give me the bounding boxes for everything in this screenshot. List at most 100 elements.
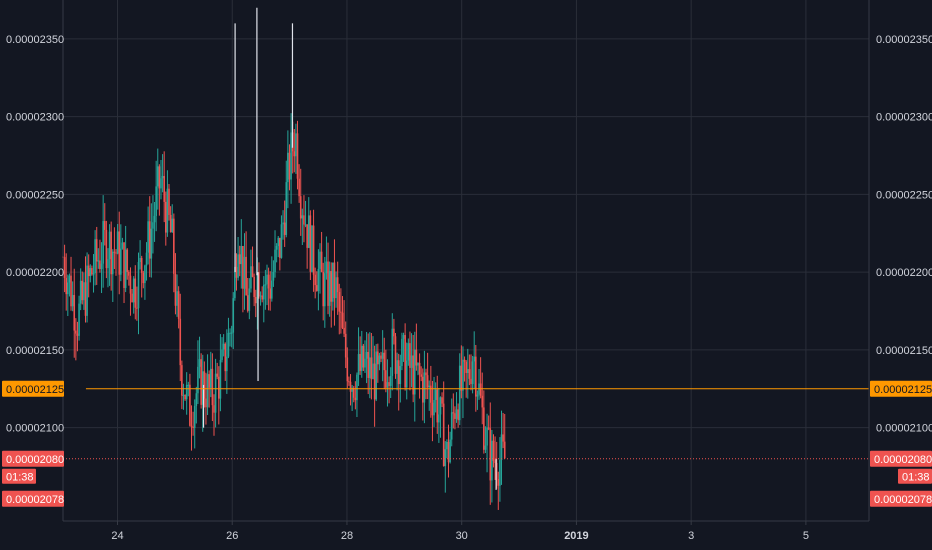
candle-body	[407, 343, 410, 361]
candle-body	[497, 478, 500, 486]
candle-body	[219, 359, 222, 399]
candle-body	[362, 345, 365, 368]
y-tick-label-left: 0.00002250	[6, 189, 64, 201]
right-price-axis[interactable]: 0.00002350 0.00002300 0.00002250 0.00002200…	[876, 34, 932, 435]
candle-body	[144, 265, 146, 284]
candle-body	[256, 272, 259, 304]
candle-body	[200, 359, 202, 405]
candle-body	[389, 375, 392, 386]
candle-body	[330, 271, 333, 302]
candle-body	[84, 282, 87, 316]
candle-body	[380, 355, 382, 359]
candle-body	[94, 239, 96, 274]
candle-body	[237, 254, 239, 278]
candle-body	[181, 365, 183, 396]
candle-body	[494, 461, 496, 463]
candle-body	[108, 231, 111, 260]
candle-body	[370, 357, 373, 380]
left-price-axis[interactable]: 0.00002350 0.00002300 0.00002250 0.00002200…	[6, 34, 64, 435]
candle-body	[340, 311, 342, 313]
candle-body	[470, 378, 472, 385]
candle-body	[409, 343, 411, 368]
candle-body	[288, 152, 291, 180]
candle-body	[483, 407, 485, 450]
low-price-badge-right: 0.00002078	[874, 494, 932, 506]
candle-body	[190, 425, 193, 427]
candle-body	[213, 405, 215, 413]
candle-body	[198, 359, 201, 367]
candle-body	[176, 291, 178, 306]
candle-body	[420, 374, 422, 377]
candle-body	[214, 373, 217, 413]
candle-body	[78, 303, 80, 336]
candle-body	[285, 182, 288, 235]
countdown-badge-right-bg	[898, 468, 932, 484]
y-tick-label-right: 0.00002100	[876, 423, 932, 435]
candle-body	[91, 268, 93, 275]
candle-body	[455, 409, 458, 419]
candle-body	[391, 328, 394, 376]
candle-body	[245, 256, 247, 296]
candle-body	[195, 393, 198, 406]
candle-body	[123, 242, 125, 288]
candle-body	[173, 218, 175, 274]
candle-body	[412, 355, 414, 395]
candle-body	[322, 271, 325, 307]
candle-body	[441, 397, 443, 404]
candle-body	[124, 249, 127, 288]
candle-body	[422, 376, 424, 403]
candle-body	[401, 338, 403, 367]
level-price-badge-right: 0.00002125	[874, 384, 932, 396]
candle-body	[304, 224, 307, 226]
candle-body	[63, 257, 66, 278]
candle-body	[185, 384, 188, 400]
candle-body	[174, 273, 177, 306]
candle-body	[163, 176, 165, 202]
candle-body	[354, 397, 357, 401]
candle-body	[423, 372, 426, 403]
candle-body	[131, 293, 133, 303]
y-tick-label-left: 0.00002350	[6, 34, 64, 46]
candle-body	[357, 354, 360, 375]
price-lines	[63, 388, 869, 460]
low-price-badge-left-bg	[2, 490, 64, 507]
candle-body	[479, 383, 482, 396]
candle-body	[430, 385, 432, 403]
candle-body	[184, 394, 186, 400]
candle-body	[224, 343, 227, 372]
candle-body	[487, 427, 490, 429]
candle-body	[418, 362, 421, 375]
x-tick-label: 2019	[564, 530, 588, 542]
candle-body	[489, 428, 492, 481]
candle-body	[280, 224, 283, 258]
candle-body	[327, 261, 329, 306]
candle-body	[351, 387, 353, 392]
candle-body	[142, 272, 145, 284]
candle-body	[160, 178, 162, 189]
x-tick-label: 28	[341, 530, 353, 542]
candle-body	[503, 441, 506, 459]
candle-body	[139, 258, 141, 263]
y-tick-label-right: 0.00002200	[876, 267, 932, 279]
candle-body	[378, 355, 381, 365]
candle-body	[275, 246, 278, 250]
candle-body	[197, 366, 199, 394]
candle-body	[332, 262, 334, 302]
candle-body	[373, 363, 376, 400]
candle-body	[426, 375, 429, 388]
level-price-badge-right-bg	[870, 380, 932, 397]
candle-body	[271, 280, 273, 299]
candle-body	[150, 228, 153, 259]
current-price-badge-right-bg	[870, 450, 932, 467]
candle-body	[296, 133, 299, 179]
candle-body	[86, 265, 88, 316]
candle-body	[274, 249, 276, 273]
candle-body	[75, 330, 77, 334]
candle-body	[120, 248, 122, 275]
time-axis[interactable]: 24 26 28 30 2019 3 5	[111, 521, 809, 542]
candle-body	[76, 333, 79, 336]
candle-body	[312, 225, 315, 275]
candle-body	[115, 252, 117, 254]
